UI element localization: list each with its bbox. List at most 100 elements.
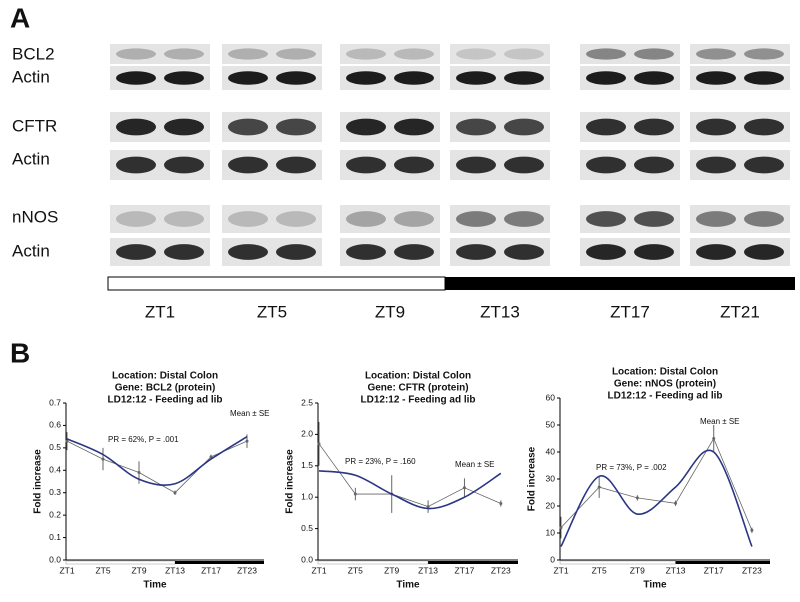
band [586,118,626,136]
x-tick-label: ZT9 [630,565,645,575]
point [245,439,249,443]
row-label: nNOS [12,207,58,226]
data-line [66,440,248,494]
band [394,244,434,260]
row-label: BCL2 [12,44,55,63]
band [394,48,434,60]
x-tick-label: ZT9 [131,565,146,575]
point [65,439,69,443]
band [346,118,386,136]
band [744,71,784,85]
blot [340,44,440,64]
band [164,71,204,85]
band [116,48,156,60]
point [209,455,213,459]
light-period [559,560,676,565]
y-tick-label: 0 [550,554,555,564]
y-tick-label: 0.6 [49,420,61,430]
band [504,48,544,60]
band [164,118,204,136]
row-label: CFTR [12,116,57,135]
timepoint-label: ZT1 [145,302,175,321]
chart-title: LD12:12 - Feeding ad lib [607,391,722,402]
x-tick-label: ZT13 [418,565,438,575]
band [634,118,674,136]
x-axis-label: Time [396,580,420,591]
band [276,156,316,174]
x-tick-label: ZT17 [704,565,724,575]
band [116,244,156,260]
fit-curve [560,449,753,547]
band [634,156,674,174]
y-tick-label: 2.0 [301,429,313,439]
row-label: Actin [12,67,50,86]
blot [340,205,440,233]
point [750,528,754,532]
band [394,211,434,227]
band [696,118,736,136]
x-tick-label: ZT17 [201,565,221,575]
x-tick-label: ZT1 [553,565,568,575]
x-axis-label: Time [143,580,167,591]
band [346,244,386,260]
band [116,211,156,227]
band [164,244,204,260]
x-tick-label: ZT5 [592,565,607,575]
annotation: Mean ± SE [230,409,270,418]
annotation: PR = 23%, P = .160 [345,457,416,466]
point [101,457,105,461]
band [228,48,268,60]
band [394,71,434,85]
band [346,156,386,174]
point [137,471,141,475]
chart-title: Gene: BCL2 (protein) [115,383,216,394]
dark-period [428,561,518,564]
annotation: Mean ± SE [700,417,740,426]
y-tick-label: 0.4 [49,465,61,475]
blot [580,44,680,64]
band [276,211,316,227]
timepoint-label: ZT17 [610,302,650,321]
band [744,156,784,174]
x-tick-label: ZT5 [348,565,363,575]
row-label: Actin [12,149,50,168]
chart-title: Gene: nNOS (protein) [614,379,716,390]
band [456,211,496,227]
band [696,244,736,260]
y-tick-label: 40 [546,446,556,456]
data-line [560,437,753,531]
band [586,211,626,227]
annotation: Mean ± SE [455,460,495,469]
band [346,48,386,60]
point [317,442,321,446]
band [634,48,674,60]
timepoint-label: ZT21 [720,302,760,321]
point [462,486,466,490]
band [744,211,784,227]
timepoint-label: ZT9 [375,302,405,321]
band [696,156,736,174]
blot [110,44,210,64]
x-tick-label: ZT23 [237,565,257,575]
band [346,211,386,227]
band [116,71,156,85]
x-tick-label: ZT13 [666,565,686,575]
point [635,496,639,500]
point [499,501,503,505]
band [164,156,204,174]
band [586,244,626,260]
blot [222,44,322,64]
x-tick-label: ZT17 [455,565,475,575]
band [744,118,784,136]
y-tick-label: 30 [546,473,556,483]
band [276,118,316,136]
point [426,505,430,509]
band [634,71,674,85]
band [744,48,784,60]
band [586,156,626,174]
band [504,156,544,174]
point [674,501,678,505]
fit-curve [66,435,248,486]
chart-title: Location: Distal Colon [612,367,718,378]
band [276,48,316,60]
